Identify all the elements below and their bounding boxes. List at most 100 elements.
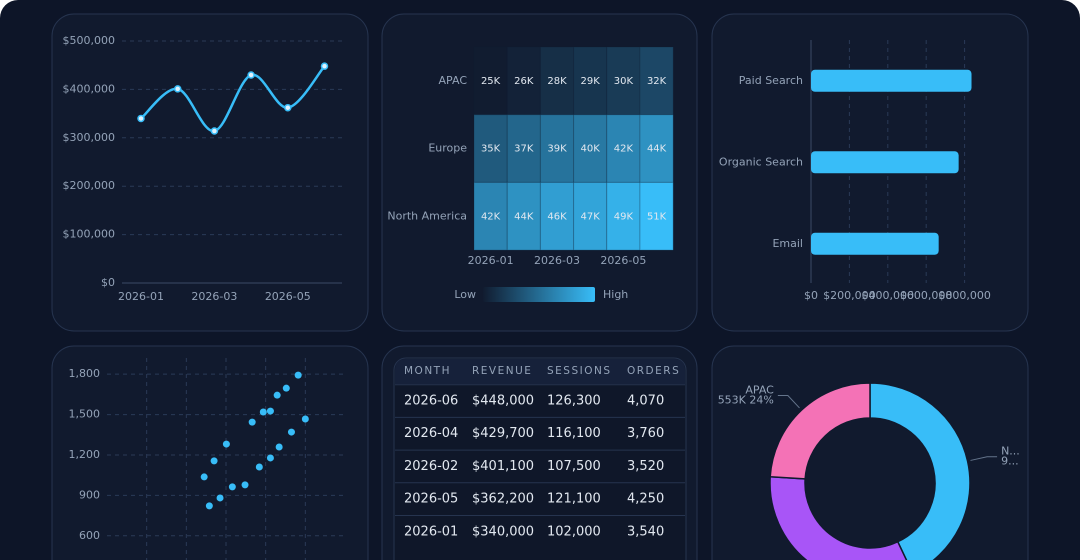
table-cell: 121,100 xyxy=(547,492,601,507)
table-cell: 102,000 xyxy=(547,524,601,539)
table-cell: 126,300 xyxy=(547,394,601,409)
slice xyxy=(869,382,971,560)
point xyxy=(284,103,292,112)
x-tick-label: 2026-01 xyxy=(118,290,164,303)
point xyxy=(266,407,274,415)
point xyxy=(247,71,255,79)
table-cell: 2026-06 xyxy=(404,394,458,409)
point xyxy=(228,483,236,491)
x-tick-label: 2026-05 xyxy=(265,290,311,303)
slice-value-label: 553K 24% xyxy=(718,394,774,407)
table-cell: $401,100 xyxy=(472,459,534,474)
cell-label: 51K xyxy=(647,211,667,222)
cell-label: 42K xyxy=(481,211,501,222)
card xyxy=(51,345,369,560)
point xyxy=(294,371,302,379)
point xyxy=(275,443,283,451)
bar xyxy=(811,232,939,255)
cell-label: 35K xyxy=(481,144,501,155)
cell-label: 25K xyxy=(481,76,501,87)
row-label: North America xyxy=(387,209,467,222)
y-tick-label: 1,800 xyxy=(69,367,101,380)
table-header: MONTH xyxy=(404,365,451,377)
table-frame xyxy=(393,357,687,560)
y-tick-label: $100,000 xyxy=(63,228,116,241)
legend-gradient xyxy=(483,287,595,302)
bar xyxy=(811,69,972,92)
point xyxy=(205,502,213,510)
cell-label: 32K xyxy=(647,76,667,87)
point xyxy=(248,418,256,426)
table-header: REVENUE xyxy=(472,365,532,377)
x-tick-label: 2026-03 xyxy=(534,254,580,267)
heat-cell xyxy=(606,181,641,251)
heat-cell xyxy=(473,181,508,251)
cell-label: 44K xyxy=(647,144,667,155)
table-cell: 3,520 xyxy=(627,459,664,474)
table-cell: 4,070 xyxy=(627,394,664,409)
cell-label: 47K xyxy=(581,211,601,222)
table-cell: 116,100 xyxy=(547,426,601,441)
table-cell: $429,700 xyxy=(472,426,534,441)
table-header: ORDERS xyxy=(627,365,680,377)
point xyxy=(222,440,230,448)
point xyxy=(255,463,263,471)
row-label: Europe xyxy=(428,142,467,155)
slice-value-label: 9... xyxy=(1001,455,1019,468)
table-cell: $448,000 xyxy=(472,394,534,409)
cell-label: 46K xyxy=(547,211,567,222)
y-tick-label: 1,200 xyxy=(69,448,101,461)
y-tick-label: 900 xyxy=(79,488,100,501)
heat-cell xyxy=(639,46,674,116)
point xyxy=(173,85,182,93)
cell-label: 29K xyxy=(581,76,601,87)
y-tick-label: $300,000 xyxy=(63,131,116,144)
point xyxy=(210,457,218,465)
point xyxy=(241,481,249,489)
table-cell: $340,000 xyxy=(472,524,534,539)
heat-cell xyxy=(506,114,541,183)
heat-cell xyxy=(573,46,608,116)
heat-cell xyxy=(639,181,674,251)
y-tick-label: $400,000 xyxy=(63,82,116,95)
slice-label: N... xyxy=(1001,445,1020,458)
point xyxy=(210,127,219,135)
point xyxy=(259,408,267,416)
x-tick-label: 2026-01 xyxy=(468,254,514,267)
y-tick-label: 1,500 xyxy=(69,408,101,421)
y-tick-label: Email xyxy=(772,237,803,250)
table-cell: $362,200 xyxy=(472,492,534,507)
y-tick-label: $200,000 xyxy=(63,179,116,192)
x-tick-label: $600,000 xyxy=(900,289,953,302)
point xyxy=(216,494,224,502)
table-cell: 2026-02 xyxy=(404,459,458,474)
slice-label: APAC xyxy=(745,384,774,397)
point xyxy=(287,428,295,436)
table-cell: 2026-04 xyxy=(404,426,458,441)
heat-cell xyxy=(473,46,508,116)
point xyxy=(273,391,281,399)
x-tick-label: $800,000 xyxy=(938,289,991,302)
x-tick-label: 2026-05 xyxy=(600,254,646,267)
y-tick-label: $500,000 xyxy=(63,34,116,47)
cell-label: 40K xyxy=(581,144,601,155)
table-cell: 3,760 xyxy=(627,426,664,441)
y-tick-label: Organic Search xyxy=(719,155,803,168)
cell-label: 49K xyxy=(614,211,634,222)
bar xyxy=(811,151,959,174)
x-tick-label: $200,000 xyxy=(823,289,876,302)
heat-cell xyxy=(473,114,508,183)
card xyxy=(711,345,1029,560)
cell-label: 39K xyxy=(547,144,567,155)
row-label: APAC xyxy=(439,74,468,87)
table-cell: 4,250 xyxy=(627,492,664,507)
x-tick-label: $400,000 xyxy=(862,289,915,302)
point xyxy=(137,114,145,123)
point xyxy=(282,384,290,392)
table-cell: 2026-01 xyxy=(404,524,458,539)
point xyxy=(320,62,329,70)
table-header-bg xyxy=(395,359,685,384)
x-tick-label: $0 xyxy=(804,289,818,302)
